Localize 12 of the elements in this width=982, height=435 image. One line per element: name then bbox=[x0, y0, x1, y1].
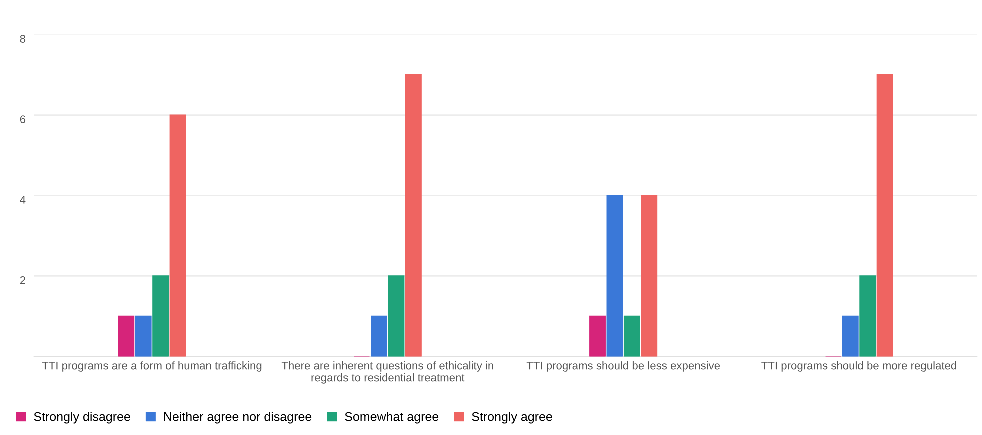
y-tick-label: 2 bbox=[20, 276, 26, 284]
x-tick-label: TTI programs are a form of human trafficking bbox=[42, 362, 262, 372]
legend-label: Strongly disagree bbox=[34, 412, 130, 424]
y-tick-label: 8 bbox=[20, 35, 26, 43]
legend-label: Strongly agree bbox=[472, 412, 552, 424]
legend-label: Neither agree nor disagree bbox=[164, 412, 312, 424]
x-tick-label: There are inherent questions of ethicality in regards to residential treatment bbox=[282, 362, 494, 384]
y-tick-label: 6 bbox=[20, 116, 26, 124]
legend-label: Somewhat agree bbox=[345, 412, 439, 424]
x-tick-label: TTI programs should be more regulated bbox=[762, 362, 956, 372]
y-tick-label: 4 bbox=[20, 196, 26, 204]
x-tick-label: TTI programs should be less expensive bbox=[526, 362, 720, 372]
